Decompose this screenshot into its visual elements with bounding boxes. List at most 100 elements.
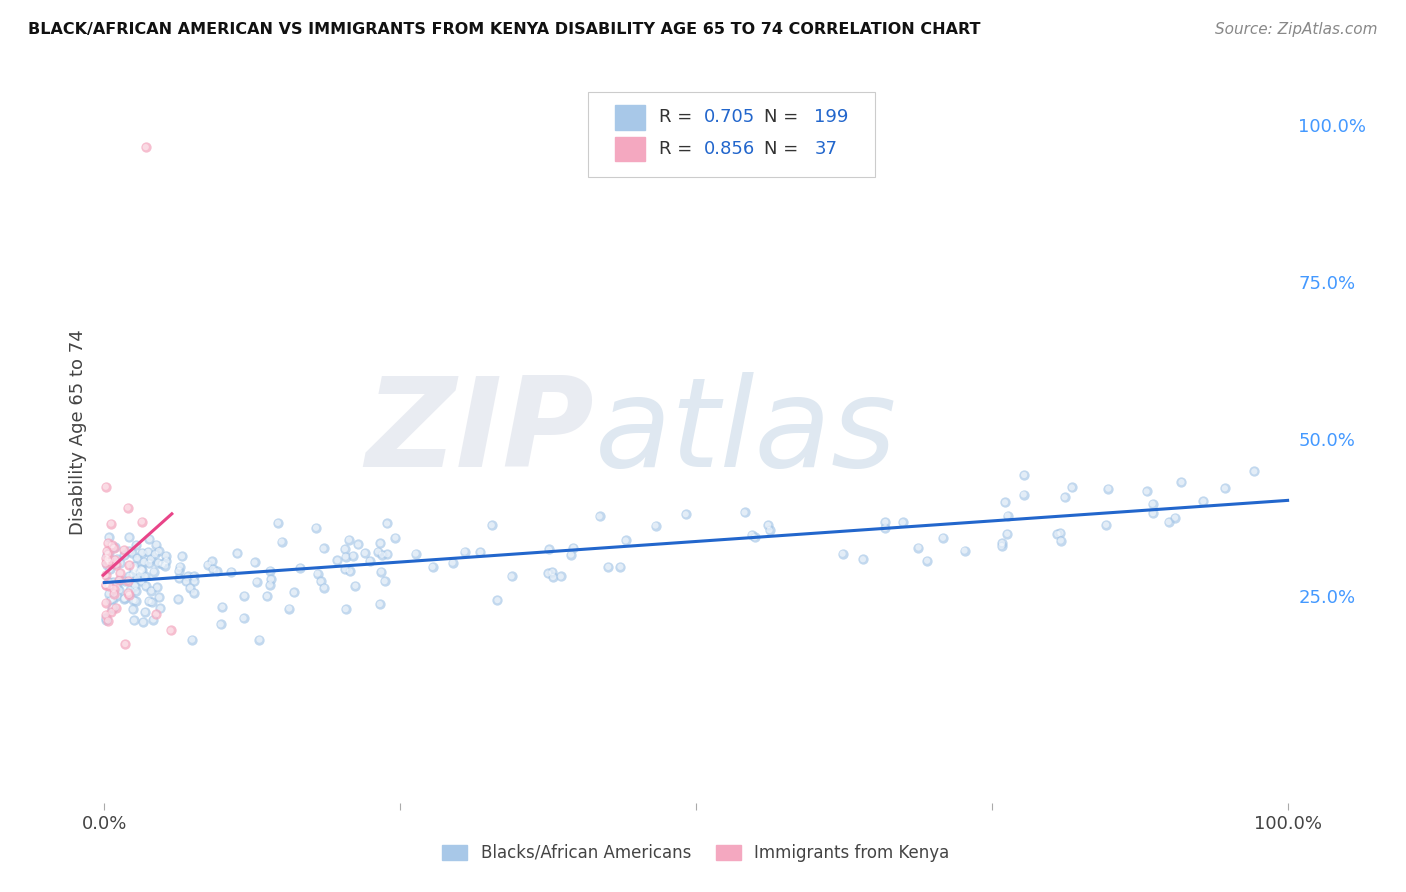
Point: [486, 593, 509, 607]
Text: ZIP: ZIP: [366, 372, 595, 493]
Point: [260, 572, 283, 586]
Point: [122, 593, 145, 607]
Point: [1142, 497, 1164, 511]
Point: [94, 611, 117, 625]
Point: [145, 538, 167, 552]
Point: [197, 558, 219, 572]
Point: [97, 552, 120, 566]
Point: [205, 564, 228, 578]
Point: [226, 546, 249, 560]
Point: [875, 515, 897, 529]
Point: [112, 549, 135, 563]
Point: [278, 601, 301, 615]
Point: [422, 560, 444, 574]
Point: [995, 526, 1018, 541]
Point: [598, 559, 620, 574]
Point: [197, 558, 219, 572]
Point: [312, 541, 335, 556]
Point: [155, 554, 177, 568]
Point: [353, 546, 375, 560]
Point: [138, 594, 160, 608]
Point: [259, 578, 281, 592]
Point: [174, 574, 197, 589]
Point: [1142, 506, 1164, 520]
Point: [100, 593, 122, 607]
Point: [98, 562, 121, 576]
Point: [259, 564, 281, 578]
Y-axis label: Disability Age 65 to 74: Disability Age 65 to 74: [69, 330, 87, 535]
Point: [441, 556, 464, 570]
Point: [139, 552, 162, 566]
Point: [990, 539, 1012, 553]
Point: [100, 593, 122, 607]
Point: [98, 579, 121, 593]
Point: [588, 509, 610, 524]
Text: BLACK/AFRICAN AMERICAN VS IMMIGRANTS FROM KENYA DISABILITY AGE 65 TO 74 CORRELAT: BLACK/AFRICAN AMERICAN VS IMMIGRANTS FRO…: [28, 22, 980, 37]
Point: [121, 602, 143, 616]
Point: [134, 605, 156, 619]
Point: [98, 545, 121, 559]
Point: [110, 573, 132, 587]
Point: [96, 544, 118, 558]
Point: [145, 538, 167, 552]
Text: 37: 37: [814, 140, 838, 158]
Point: [541, 570, 564, 584]
Point: [127, 551, 149, 566]
Point: [994, 495, 1017, 509]
Point: [219, 565, 242, 579]
Point: [756, 518, 779, 533]
Point: [98, 555, 121, 569]
Point: [314, 581, 336, 595]
Point: [94, 577, 117, 591]
Point: [96, 558, 118, 572]
Point: [333, 541, 356, 556]
Point: [183, 574, 205, 589]
Point: [124, 558, 146, 573]
Point: [374, 574, 396, 589]
Point: [142, 565, 165, 579]
Point: [103, 541, 125, 555]
Point: [470, 545, 492, 559]
Point: [105, 557, 128, 571]
Point: [149, 601, 172, 615]
Point: [118, 588, 141, 602]
Point: [377, 547, 399, 561]
Point: [159, 624, 181, 638]
Point: [138, 532, 160, 546]
Point: [219, 565, 242, 579]
Point: [169, 559, 191, 574]
Point: [453, 544, 475, 558]
Point: [367, 544, 389, 558]
Point: [139, 552, 162, 566]
Point: [110, 573, 132, 587]
Point: [143, 547, 166, 561]
Point: [135, 579, 157, 593]
Point: [98, 579, 121, 593]
Point: [150, 557, 173, 571]
Point: [141, 583, 163, 598]
Point: [370, 536, 392, 550]
Point: [1095, 517, 1118, 532]
Point: [932, 531, 955, 545]
Text: R =: R =: [659, 109, 697, 127]
Point: [98, 545, 121, 559]
Point: [94, 578, 117, 592]
Point: [100, 516, 122, 531]
Point: [134, 605, 156, 619]
Point: [101, 538, 124, 552]
Point: [138, 594, 160, 608]
Point: [94, 557, 117, 571]
Point: [110, 556, 132, 570]
Point: [501, 569, 523, 583]
Text: Source: ZipAtlas.com: Source: ZipAtlas.com: [1215, 22, 1378, 37]
Point: [537, 542, 560, 557]
Point: [1053, 490, 1076, 504]
Point: [134, 569, 156, 583]
Point: [114, 574, 136, 588]
Point: [891, 516, 914, 530]
Point: [211, 599, 233, 614]
Point: [226, 546, 249, 560]
Point: [1170, 475, 1192, 489]
Point: [347, 537, 370, 551]
Point: [246, 574, 269, 589]
